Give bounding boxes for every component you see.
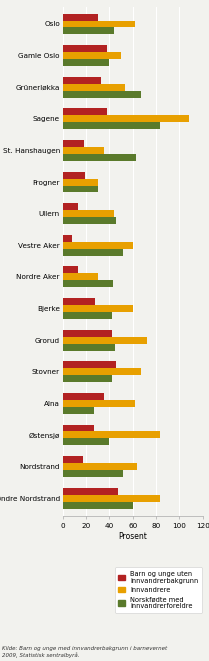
Bar <box>63 77 101 84</box>
Bar <box>63 298 95 305</box>
Bar <box>63 470 123 477</box>
Bar <box>63 488 117 494</box>
Bar <box>63 140 84 147</box>
Bar <box>63 45 107 52</box>
Bar <box>63 122 159 130</box>
Bar <box>63 242 133 249</box>
Legend: Barn og unge uten
innvandrerbakgrunn, Innvandrere, Norskfødte med
innvandrerfore: Barn og unge uten innvandrerbakgrunn, In… <box>115 567 202 613</box>
X-axis label: Prosent: Prosent <box>118 532 147 541</box>
Bar <box>63 108 107 116</box>
Bar <box>63 456 83 463</box>
Bar <box>63 274 98 280</box>
Bar <box>63 312 112 319</box>
Bar <box>63 494 159 502</box>
Bar <box>63 432 159 438</box>
Bar <box>63 52 121 59</box>
Bar <box>63 280 113 288</box>
Bar <box>63 210 114 217</box>
Text: Kilde: Barn og unge med innvandrerbakgrunn i barnevernet
2009, Statistisk sentra: Kilde: Barn og unge med innvandrerbakgru… <box>2 646 167 658</box>
Bar <box>63 217 116 224</box>
Bar <box>63 393 103 400</box>
Bar <box>63 336 147 344</box>
Bar <box>63 203 78 210</box>
Bar <box>63 375 112 382</box>
Bar <box>63 407 94 414</box>
Bar <box>63 172 85 178</box>
Bar <box>63 424 94 432</box>
Bar <box>63 344 115 350</box>
Bar <box>63 368 141 375</box>
Bar <box>63 20 135 28</box>
Bar <box>63 400 135 407</box>
Bar <box>63 154 136 161</box>
Bar <box>63 235 72 242</box>
Bar <box>63 305 133 312</box>
Bar <box>63 14 98 20</box>
Bar <box>63 59 109 66</box>
Bar <box>63 438 109 446</box>
Bar <box>63 186 98 192</box>
Bar <box>63 362 116 368</box>
Bar <box>63 266 78 274</box>
Bar <box>63 330 112 336</box>
Bar <box>63 249 123 256</box>
Bar <box>63 147 103 154</box>
Bar <box>63 178 98 186</box>
Bar <box>63 502 133 508</box>
Bar <box>63 116 189 122</box>
Bar <box>63 28 114 34</box>
Bar <box>63 463 137 470</box>
Bar <box>63 91 141 98</box>
Bar <box>63 84 125 91</box>
